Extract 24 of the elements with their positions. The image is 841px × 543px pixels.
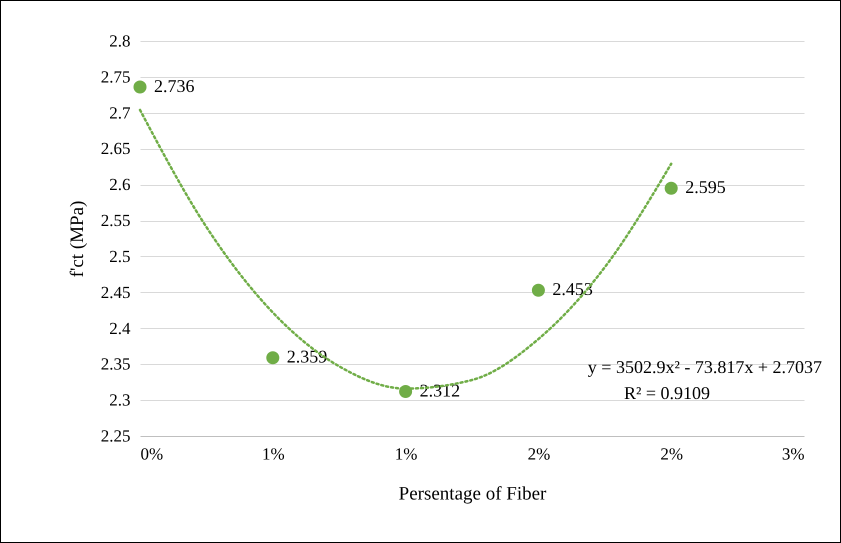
y-tick-label: 2.8 (109, 32, 130, 50)
y-tick-label: 2.45 (100, 282, 130, 302)
x-axis-title: Persentage of Fiber (398, 484, 548, 504)
annotation: y = 3502.9x² - 73.817x + 2.7037 (588, 357, 822, 377)
y-tick-label: 2.55 (100, 211, 130, 230)
x-tick-label: 1% (262, 444, 285, 464)
data-label: 2.595 (685, 177, 726, 198)
data-label: 2.736 (154, 76, 194, 96)
x-tick-label: 2% (660, 444, 684, 464)
x-tick-label: 2% (528, 444, 550, 464)
y-tick-label: 2.4 (109, 318, 131, 338)
y-tick-label: 2.25 (100, 426, 130, 446)
y-tick-label: 2.5 (109, 246, 130, 266)
x-tick-label: 3% (782, 444, 804, 464)
y-tick-label: 2.7 (109, 103, 131, 122)
x-tick-label: 1% (394, 444, 418, 464)
y-tick-label: 2.3 (109, 390, 130, 410)
y-tick-label: 2.35 (100, 354, 130, 374)
x-tick-label: 0% (140, 444, 164, 464)
annotation: R² = 0.9109 (624, 383, 710, 403)
y-tick-label: 2.75 (100, 67, 130, 86)
y-tick-label: 2.65 (100, 139, 130, 158)
y-axis-title: f'ct (MPa) (66, 200, 88, 278)
y-tick-label: 2.6 (109, 175, 130, 194)
